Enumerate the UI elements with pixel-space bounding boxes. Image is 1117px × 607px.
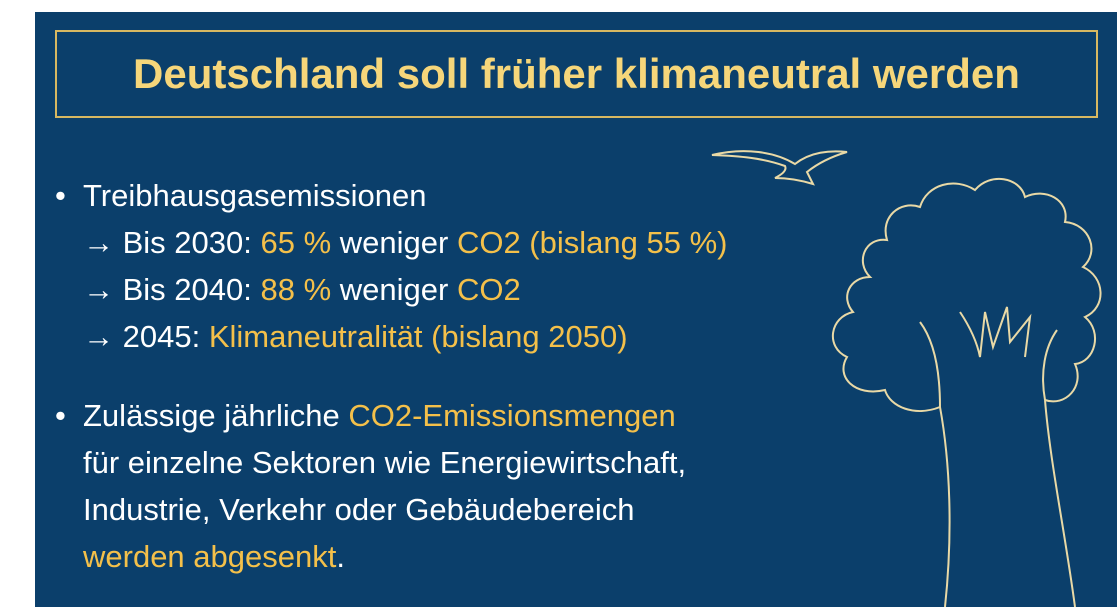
tree-branches xyxy=(919,306,1058,408)
bullet-line: Industrie, Verkehr oder Gebäudebereich xyxy=(55,486,686,533)
highlight-text: 88 % xyxy=(260,272,332,307)
illustration xyxy=(711,150,1102,607)
bullet-line: • Zulässige jährliche CO2-Emissionsmengen xyxy=(55,392,686,439)
title-box: Deutschland soll früher klimaneutral wer… xyxy=(55,30,1098,118)
bullet-marker: • xyxy=(55,178,66,213)
text: → 2045: xyxy=(83,319,209,354)
bird xyxy=(711,150,848,186)
text: für einzelne Sektoren wie Energiewirtsch… xyxy=(83,445,687,480)
text: → Bis 2030: xyxy=(83,225,261,260)
highlight-text: CO2-Emissionsmengen xyxy=(348,398,676,433)
text: Industrie, Verkehr oder Gebäudebereich xyxy=(83,492,635,527)
text: → Bis 2040: xyxy=(83,272,261,307)
text: . xyxy=(336,539,345,574)
bullet: • Treibhausgasemissionen → Bis 2030: 65 % … xyxy=(55,172,727,360)
bullet-marker: • xyxy=(55,398,66,433)
bullet-line: • Treibhausgasemissionen xyxy=(55,172,727,219)
bullet-line: werden abgesenkt. xyxy=(55,533,686,580)
highlight-text: CO2 (bislang 55 %) xyxy=(456,225,728,260)
title: Deutschland soll früher klimaneutral wer… xyxy=(133,50,1020,97)
bullet-line: für einzelne Sektoren wie Energiewirtsch… xyxy=(55,439,686,486)
bullet: • Zulässige jährliche CO2-Emissionsmengen… xyxy=(55,392,686,580)
bullet-line: → Bis 2030: 65 % weniger CO2 (bislang 55… xyxy=(55,219,727,266)
text: weniger xyxy=(331,225,457,260)
bullet-line: → Bis 2040: 88 % weniger CO2 xyxy=(55,266,727,313)
bullet-line: → 2045: Klimaneutralität (bislang 2050) xyxy=(55,313,727,360)
tree-trunk xyxy=(939,399,1076,607)
panel: Deutschland soll früher klimaneutral wer… xyxy=(35,12,1117,607)
highlight-text: CO2 xyxy=(456,272,521,307)
tree-crown xyxy=(831,177,1102,412)
highlight-text: Klimaneutralität (bislang 2050) xyxy=(208,319,628,354)
text: weniger xyxy=(331,272,457,307)
highlight-text: 65 % xyxy=(260,225,332,260)
highlight-text: werden abgesenkt xyxy=(83,539,337,574)
text: Treibhausgasemissionen xyxy=(83,178,427,213)
text: Zulässige jährliche xyxy=(83,398,349,433)
